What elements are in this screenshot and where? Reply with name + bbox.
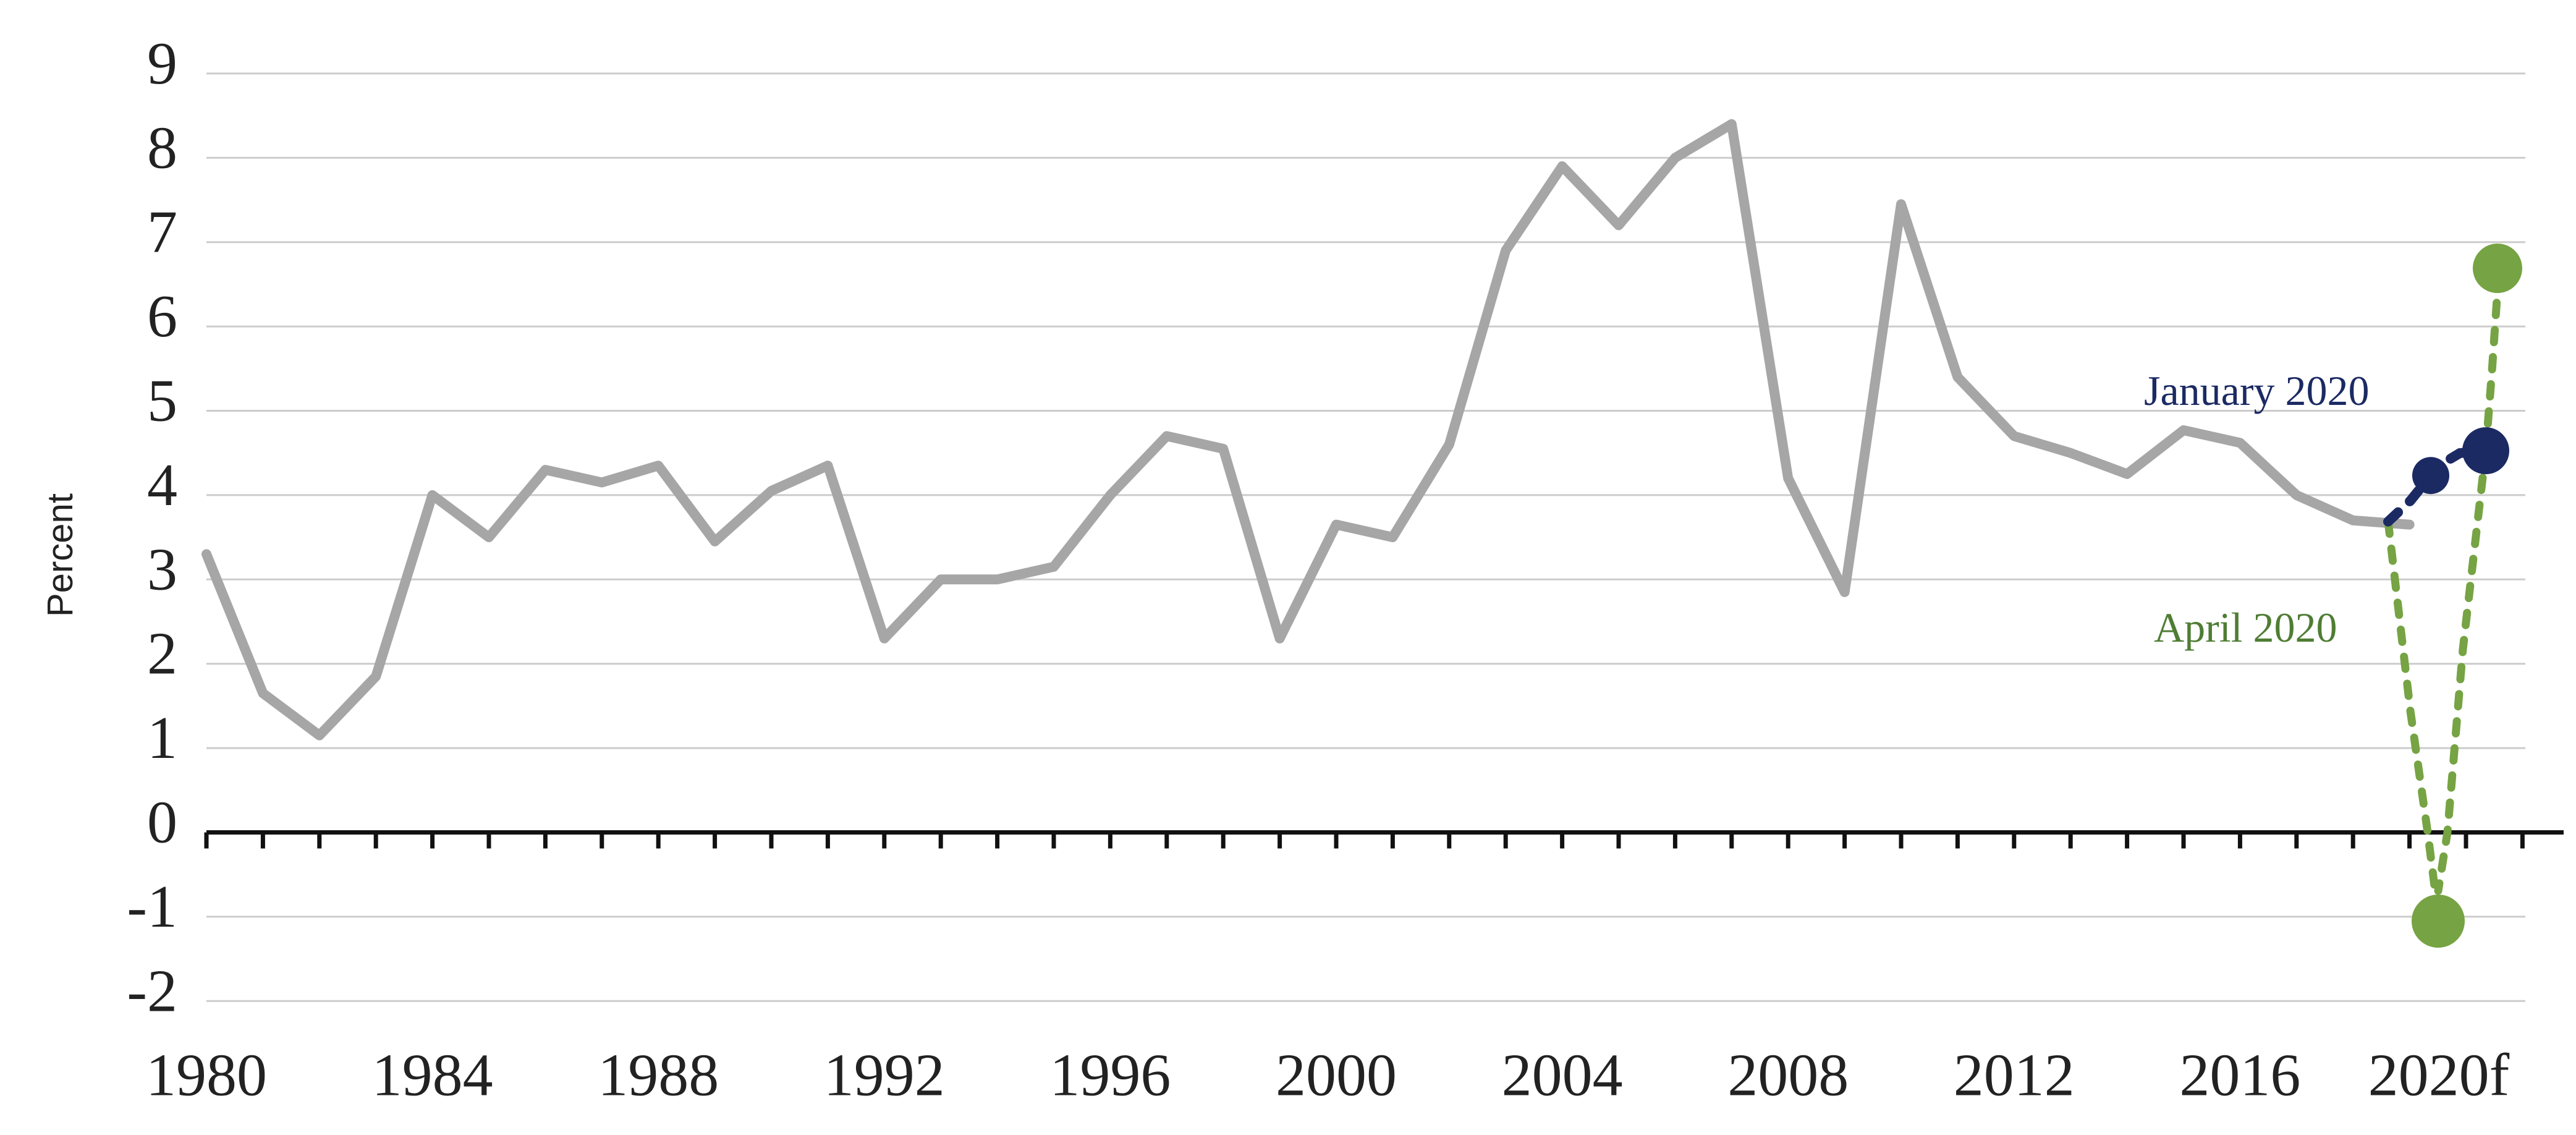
svg-text:2008: 2008 — [1727, 1042, 1849, 1109]
svg-text:3: 3 — [147, 536, 177, 603]
svg-text:1980: 1980 — [146, 1042, 267, 1109]
svg-text:2012: 2012 — [1954, 1042, 2075, 1109]
svg-text:4: 4 — [147, 452, 177, 519]
svg-text:1: 1 — [147, 705, 177, 772]
svg-text:Percent: Percent — [40, 493, 80, 617]
svg-text:5: 5 — [147, 368, 177, 435]
svg-text:2000: 2000 — [1276, 1042, 1397, 1109]
svg-text:2016: 2016 — [2179, 1042, 2300, 1109]
svg-text:January 2020: January 2020 — [2144, 367, 2369, 414]
svg-text:8: 8 — [147, 114, 177, 181]
svg-text:2004: 2004 — [1502, 1042, 1623, 1109]
svg-text:1984: 1984 — [372, 1042, 493, 1109]
svg-text:6: 6 — [147, 283, 177, 350]
svg-text:-1: -1 — [127, 874, 177, 940]
svg-text:1996: 1996 — [1049, 1042, 1171, 1109]
svg-text:0: 0 — [147, 789, 177, 856]
svg-text:2020f: 2020f — [2368, 1042, 2510, 1109]
svg-text:2: 2 — [147, 621, 177, 687]
svg-text:7: 7 — [147, 199, 177, 266]
svg-text:-2: -2 — [127, 958, 177, 1024]
svg-text:April 2020: April 2020 — [2154, 604, 2337, 651]
svg-text:9: 9 — [147, 30, 177, 97]
svg-text:1992: 1992 — [824, 1042, 945, 1109]
svg-text:1988: 1988 — [598, 1042, 719, 1109]
